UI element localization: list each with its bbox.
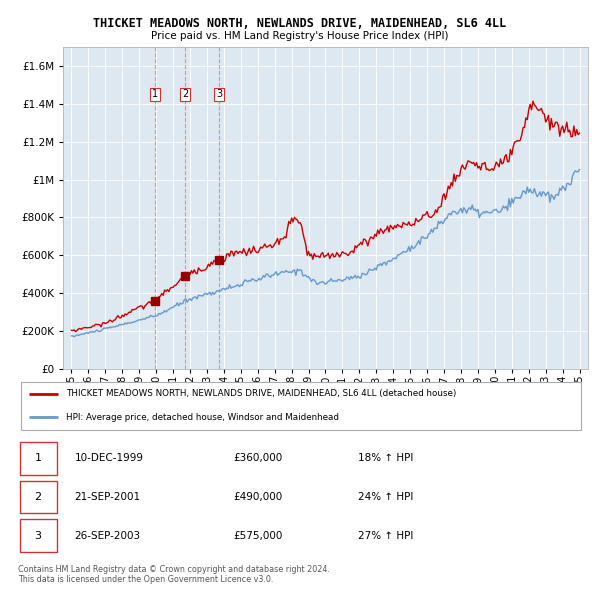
Text: 1: 1 [152,90,158,100]
Text: This data is licensed under the Open Government Licence v3.0.: This data is licensed under the Open Gov… [18,575,274,584]
FancyBboxPatch shape [20,442,56,475]
Text: £575,000: £575,000 [233,531,283,541]
Text: HPI: Average price, detached house, Windsor and Maidenhead: HPI: Average price, detached house, Wind… [66,413,339,422]
Text: 3: 3 [216,90,223,100]
Text: 10-DEC-1999: 10-DEC-1999 [75,453,144,463]
Text: £490,000: £490,000 [233,492,283,502]
Text: 18% ↑ HPI: 18% ↑ HPI [358,453,413,463]
Text: 26-SEP-2003: 26-SEP-2003 [75,531,141,541]
Text: 21-SEP-2001: 21-SEP-2001 [75,492,141,502]
Text: 1: 1 [35,453,41,463]
Text: 3: 3 [35,531,41,541]
Text: 27% ↑ HPI: 27% ↑ HPI [358,531,413,541]
Text: 2: 2 [182,90,188,100]
Text: 24% ↑ HPI: 24% ↑ HPI [358,492,413,502]
FancyBboxPatch shape [20,481,56,513]
Text: 2: 2 [35,492,41,502]
Text: £360,000: £360,000 [233,453,283,463]
FancyBboxPatch shape [20,519,56,552]
Text: THICKET MEADOWS NORTH, NEWLANDS DRIVE, MAIDENHEAD, SL6 4LL (detached house): THICKET MEADOWS NORTH, NEWLANDS DRIVE, M… [66,389,457,398]
Text: THICKET MEADOWS NORTH, NEWLANDS DRIVE, MAIDENHEAD, SL6 4LL: THICKET MEADOWS NORTH, NEWLANDS DRIVE, M… [94,17,506,30]
Text: Contains HM Land Registry data © Crown copyright and database right 2024.: Contains HM Land Registry data © Crown c… [18,565,330,573]
Text: Price paid vs. HM Land Registry's House Price Index (HPI): Price paid vs. HM Land Registry's House … [151,31,449,41]
FancyBboxPatch shape [21,382,581,430]
